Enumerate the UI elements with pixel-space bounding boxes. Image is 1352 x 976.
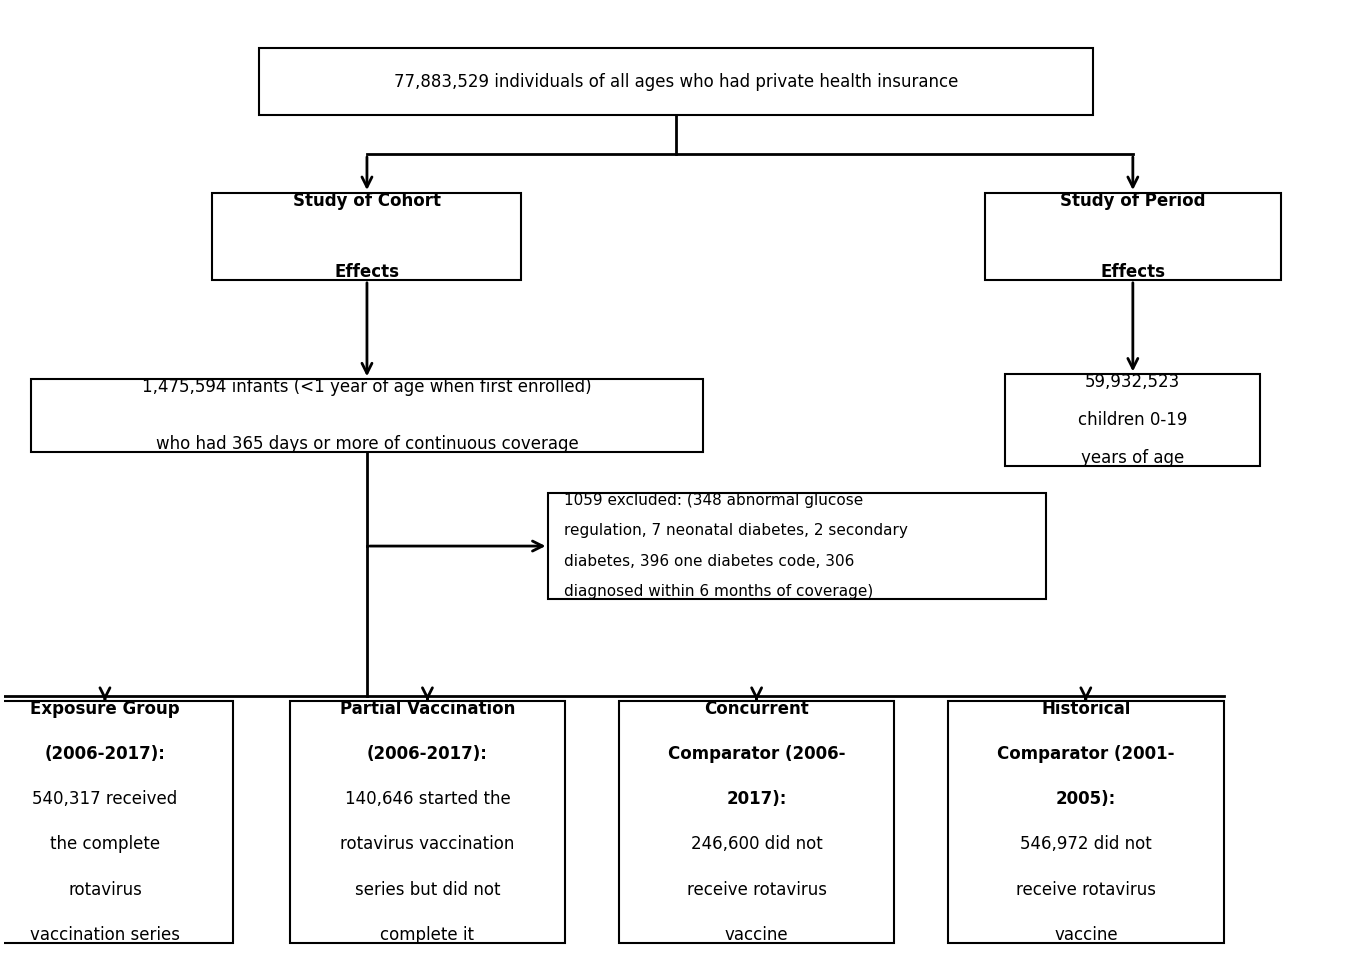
Text: 546,972 did not: 546,972 did not — [1019, 835, 1152, 853]
Text: 246,600 did not: 246,600 did not — [691, 835, 822, 853]
Text: Partial Vaccination: Partial Vaccination — [339, 700, 515, 717]
Text: Study of Cohort: Study of Cohort — [293, 191, 441, 210]
Text: receive rotavirus: receive rotavirus — [687, 880, 826, 899]
Text: vaccination series: vaccination series — [30, 926, 180, 944]
Text: complete it: complete it — [380, 926, 475, 944]
Text: Concurrent: Concurrent — [704, 700, 808, 717]
Text: years of age: years of age — [1082, 450, 1184, 468]
Text: diagnosed within 6 months of coverage): diagnosed within 6 months of coverage) — [565, 584, 873, 599]
Text: receive rotavirus: receive rotavirus — [1015, 880, 1156, 899]
Text: diabetes, 396 one diabetes code, 306: diabetes, 396 one diabetes code, 306 — [565, 553, 854, 569]
FancyBboxPatch shape — [31, 379, 703, 452]
FancyBboxPatch shape — [260, 48, 1092, 115]
Text: 140,646 started the: 140,646 started the — [345, 791, 510, 808]
FancyBboxPatch shape — [1005, 375, 1260, 467]
FancyBboxPatch shape — [986, 193, 1280, 280]
Text: 1059 excluded: (348 abnormal glucose: 1059 excluded: (348 abnormal glucose — [565, 493, 864, 508]
Text: rotavirus vaccination: rotavirus vaccination — [341, 835, 515, 853]
Text: Study of Period: Study of Period — [1060, 191, 1206, 210]
Text: 59,932,523: 59,932,523 — [1086, 373, 1180, 391]
FancyBboxPatch shape — [948, 701, 1224, 943]
Text: 2005):: 2005): — [1056, 791, 1115, 808]
Text: who had 365 days or more of continuous coverage: who had 365 days or more of continuous c… — [155, 435, 579, 453]
Text: series but did not: series but did not — [354, 880, 500, 899]
Text: 1,475,594 infants (<1 year of age when first enrolled): 1,475,594 infants (<1 year of age when f… — [142, 378, 592, 396]
FancyBboxPatch shape — [619, 701, 894, 943]
Text: Effects: Effects — [334, 264, 399, 281]
Text: regulation, 7 neonatal diabetes, 2 secondary: regulation, 7 neonatal diabetes, 2 secon… — [565, 523, 909, 539]
Text: vaccine: vaccine — [1055, 926, 1118, 944]
Text: 540,317 received: 540,317 received — [32, 791, 177, 808]
Text: the complete: the complete — [50, 835, 160, 853]
Text: Historical: Historical — [1041, 700, 1130, 717]
Text: (2006-2017):: (2006-2017): — [366, 745, 488, 763]
Text: rotavirus: rotavirus — [68, 880, 142, 899]
Text: Comparator (2001-: Comparator (2001- — [996, 745, 1175, 763]
Text: (2006-2017):: (2006-2017): — [45, 745, 165, 763]
FancyBboxPatch shape — [549, 493, 1045, 599]
Text: Effects: Effects — [1101, 264, 1165, 281]
Text: 2017):: 2017): — [726, 791, 787, 808]
Text: Comparator (2006-: Comparator (2006- — [668, 745, 845, 763]
Text: 77,883,529 individuals of all ages who had private health insurance: 77,883,529 individuals of all ages who h… — [393, 72, 959, 91]
Text: Exposure Group: Exposure Group — [30, 700, 180, 717]
FancyBboxPatch shape — [0, 701, 233, 943]
Text: children 0-19: children 0-19 — [1078, 411, 1187, 429]
FancyBboxPatch shape — [212, 193, 522, 280]
Text: vaccine: vaccine — [725, 926, 788, 944]
FancyBboxPatch shape — [289, 701, 565, 943]
